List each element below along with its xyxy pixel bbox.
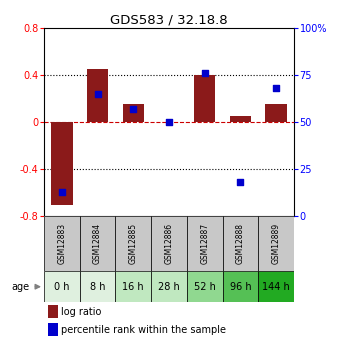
Text: age: age xyxy=(11,282,30,292)
Bar xyxy=(87,69,108,122)
Bar xyxy=(44,216,80,271)
Text: 16 h: 16 h xyxy=(122,282,144,292)
Bar xyxy=(265,104,287,122)
Point xyxy=(238,180,243,185)
Text: GSM12883: GSM12883 xyxy=(57,223,66,264)
Text: GSM12884: GSM12884 xyxy=(93,223,102,264)
Text: 0 h: 0 h xyxy=(54,282,70,292)
Title: GDS583 / 32.18.8: GDS583 / 32.18.8 xyxy=(110,13,228,27)
Point xyxy=(273,85,279,91)
Bar xyxy=(223,216,258,271)
Text: 96 h: 96 h xyxy=(230,282,251,292)
Bar xyxy=(44,271,80,303)
Bar xyxy=(258,216,294,271)
Text: GSM12886: GSM12886 xyxy=(165,223,173,264)
Point xyxy=(202,70,208,76)
Text: 144 h: 144 h xyxy=(262,282,290,292)
Bar xyxy=(80,216,115,271)
Bar xyxy=(123,104,144,122)
Text: log ratio: log ratio xyxy=(62,307,102,317)
Bar xyxy=(51,122,73,205)
Point xyxy=(95,91,100,97)
Bar xyxy=(115,216,151,271)
Bar xyxy=(80,271,115,303)
Point xyxy=(130,106,136,111)
Bar xyxy=(194,75,215,122)
Text: 8 h: 8 h xyxy=(90,282,105,292)
Text: 52 h: 52 h xyxy=(194,282,216,292)
Point xyxy=(166,119,172,125)
Text: GSM12889: GSM12889 xyxy=(272,223,281,264)
Bar xyxy=(48,305,58,318)
Bar xyxy=(115,271,151,303)
Point xyxy=(59,189,65,195)
Bar xyxy=(48,323,58,336)
Text: GSM12887: GSM12887 xyxy=(200,223,209,264)
Bar xyxy=(151,271,187,303)
Bar xyxy=(230,116,251,122)
Bar xyxy=(187,271,223,303)
Text: percentile rank within the sample: percentile rank within the sample xyxy=(62,325,226,335)
Text: 28 h: 28 h xyxy=(158,282,180,292)
Bar xyxy=(223,271,258,303)
Text: GSM12885: GSM12885 xyxy=(129,223,138,264)
Bar xyxy=(151,216,187,271)
Bar xyxy=(187,216,223,271)
Bar xyxy=(258,271,294,303)
Text: GSM12888: GSM12888 xyxy=(236,223,245,264)
